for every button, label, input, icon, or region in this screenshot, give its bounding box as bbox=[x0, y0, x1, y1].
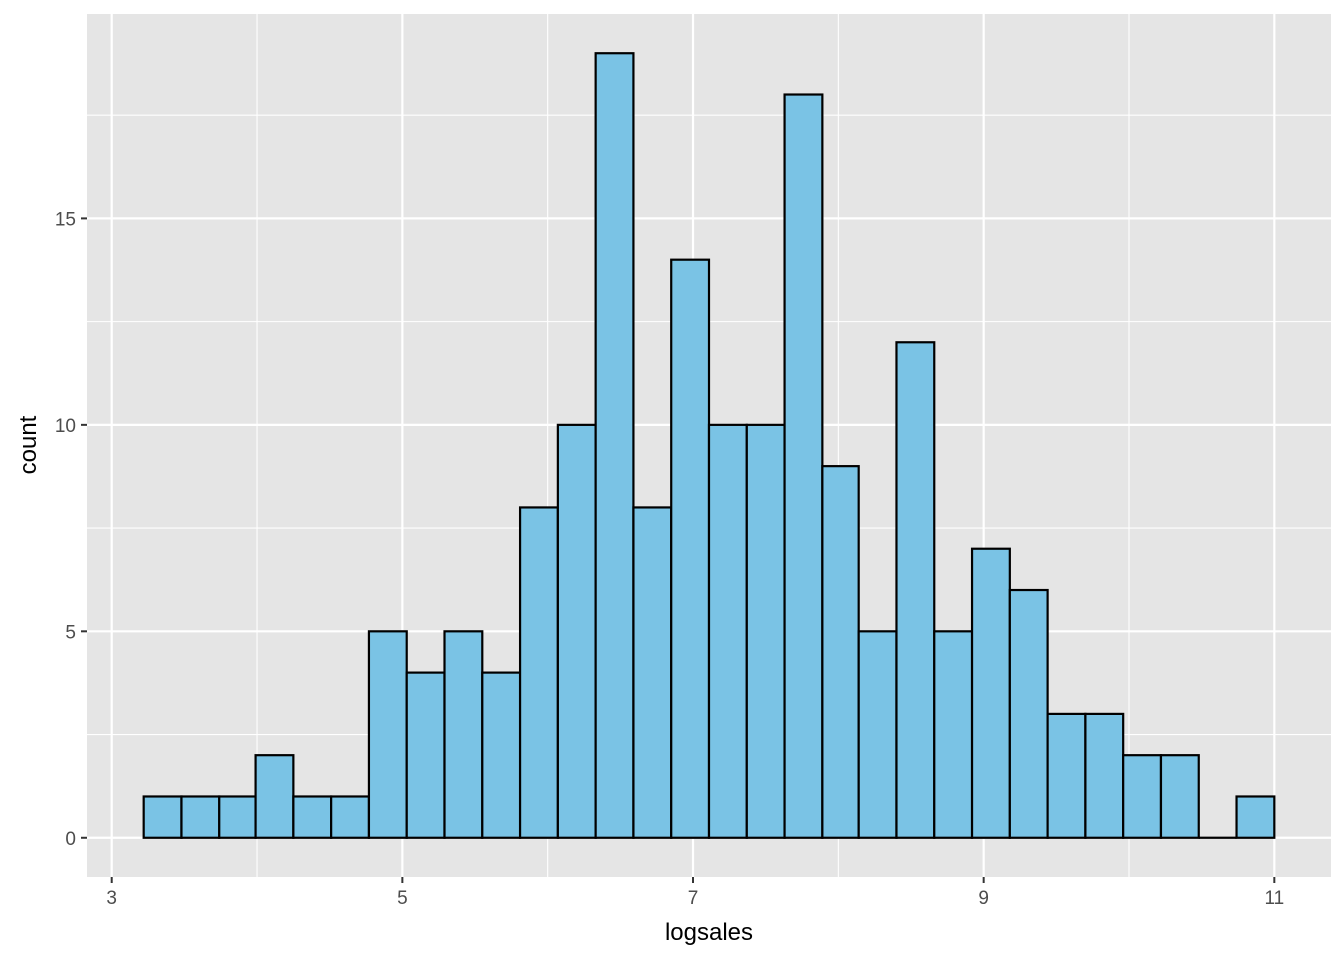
y-tick-label: 0 bbox=[65, 829, 76, 850]
histogram-bar-7 bbox=[367, 630, 408, 839]
x-tick-label: 11 bbox=[1264, 888, 1284, 909]
histogram-bar-19 bbox=[821, 465, 860, 839]
histogram-bar-8 bbox=[405, 671, 446, 839]
histogram-bar-16 bbox=[707, 423, 748, 839]
histogram-bar-11 bbox=[518, 506, 559, 839]
x-tick-label: 7 bbox=[688, 888, 699, 909]
histogram-bar-13 bbox=[594, 52, 635, 839]
histogram-bar-5 bbox=[292, 795, 333, 839]
histogram-bar-14 bbox=[632, 506, 673, 839]
histogram-bar-24 bbox=[1008, 588, 1049, 839]
histogram-bar-1 bbox=[142, 795, 183, 839]
histogram-bar-18 bbox=[783, 93, 824, 839]
histogram-bar-17 bbox=[745, 423, 786, 839]
histogram-bar-9 bbox=[443, 630, 484, 839]
x-axis-title: logsales bbox=[665, 919, 753, 946]
histogram-bar-10 bbox=[481, 671, 522, 839]
histogram-bar-23 bbox=[970, 547, 1011, 839]
histogram-bar-4 bbox=[254, 754, 295, 839]
histogram-bar-21 bbox=[895, 341, 936, 839]
histogram-bars bbox=[142, 52, 1276, 839]
y-axis: 0 5 10 15 bbox=[55, 209, 87, 850]
histogram-bar-22 bbox=[933, 630, 974, 839]
x-tick-label: 3 bbox=[106, 888, 117, 909]
histogram-bar-12 bbox=[556, 423, 597, 839]
y-axis-title: count bbox=[15, 415, 42, 474]
x-tick-label: 9 bbox=[978, 888, 989, 909]
histogram-bar-15 bbox=[670, 258, 711, 839]
histogram-bar-2 bbox=[180, 795, 221, 839]
y-tick-label: 5 bbox=[65, 622, 76, 643]
histogram-bar-6 bbox=[330, 795, 371, 839]
x-tick-label: 5 bbox=[397, 888, 408, 909]
histogram-bar-30 bbox=[1235, 795, 1276, 839]
y-tick-label: 10 bbox=[55, 416, 76, 437]
histogram-bar-20 bbox=[857, 630, 898, 839]
histogram-bar-28 bbox=[1159, 754, 1200, 839]
y-tick-label: 15 bbox=[55, 209, 76, 230]
x-axis: 3 5 7 9 11 bbox=[106, 877, 1284, 909]
histogram-bar-26 bbox=[1084, 712, 1125, 839]
histogram-bar-27 bbox=[1122, 754, 1163, 839]
histogram-bar-3 bbox=[218, 795, 257, 839]
histogram-bar-25 bbox=[1046, 712, 1087, 839]
